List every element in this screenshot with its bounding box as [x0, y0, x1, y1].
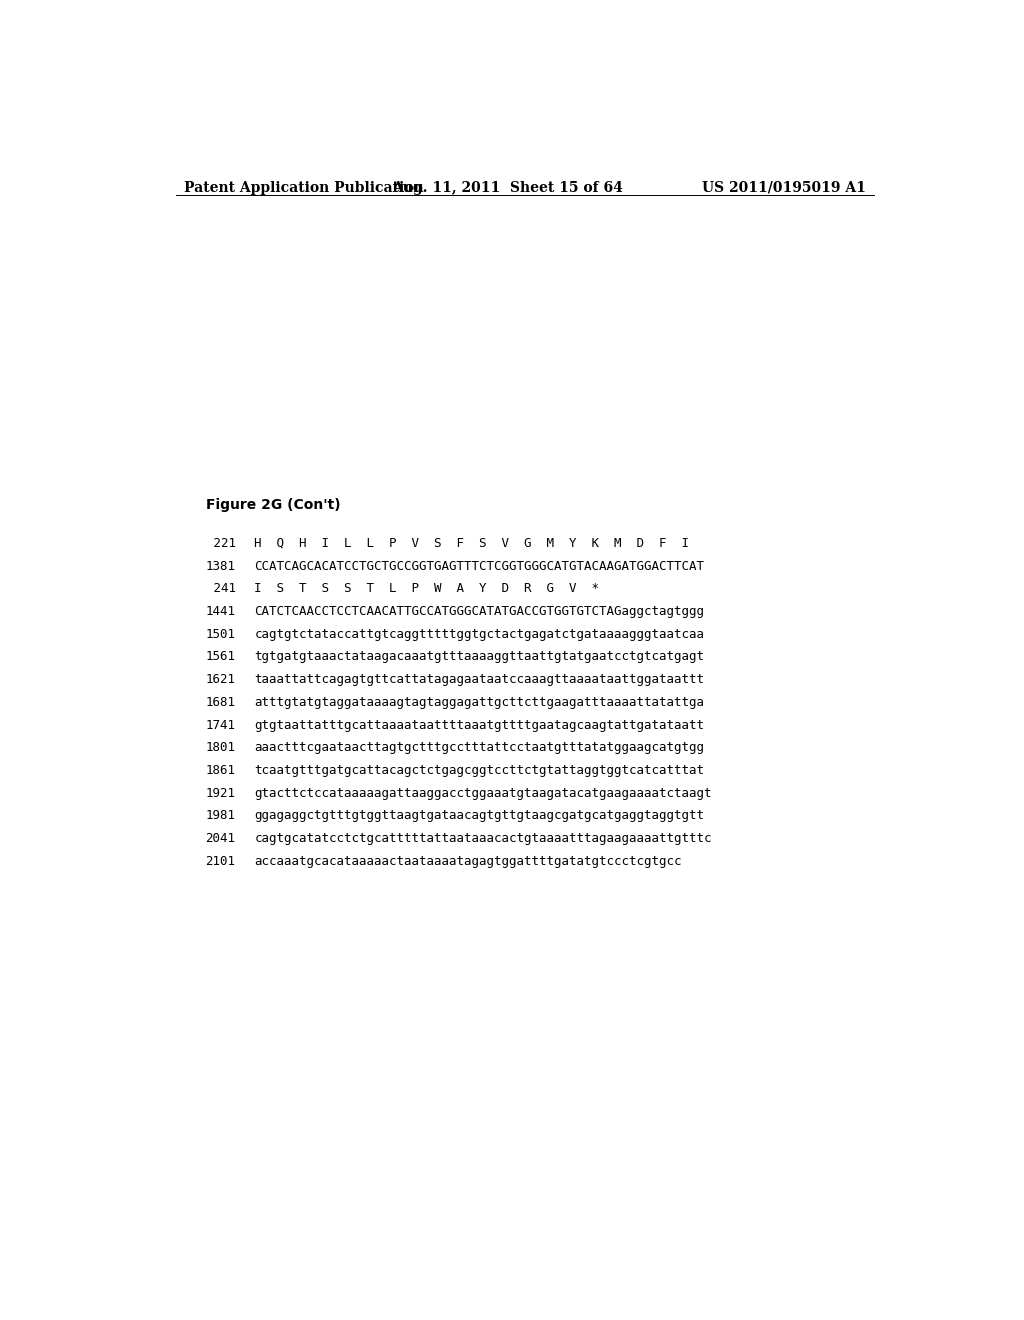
Text: CCATCAGCACATCCTGCTGCCGGTGAGTTTCTCGGTGGGCATGTACAAGATGGACTTCAT: CCATCAGCACATCCTGCTGCCGGTGAGTTTCTCGGTGGGC… [254, 560, 705, 573]
Text: I  S  T  S  S  T  L  P  W  A  Y  D  R  G  V  *: I S T S S T L P W A Y D R G V * [254, 582, 599, 595]
Text: 1741: 1741 [206, 718, 236, 731]
Text: 1381: 1381 [206, 560, 236, 573]
Text: 1981: 1981 [206, 809, 236, 822]
Text: 1561: 1561 [206, 651, 236, 664]
Text: atttgtatgtaggataaaagtagtaggagattgcttcttgaagatttaaaattatattga: atttgtatgtaggataaaagtagtaggagattgcttcttg… [254, 696, 705, 709]
Text: 2101: 2101 [206, 855, 236, 869]
Text: Figure 2G (Con't): Figure 2G (Con't) [206, 498, 340, 512]
Text: cagtgcatatcctctgcatttttattaataaacactgtaaaatttagaagaaaattgtttc: cagtgcatatcctctgcatttttattaataaacactgtaa… [254, 832, 712, 845]
Text: CATCTCAACCTCCTCAACATTGCCATGGGCATATGACCGTGGTGTCTAGaggctagtggg: CATCTCAACCTCCTCAACATTGCCATGGGCATATGACCGT… [254, 605, 705, 618]
Text: gtacttctccataaaaagattaaggacctggaaatgtaagatacatgaagaaaatctaagt: gtacttctccataaaaagattaaggacctggaaatgtaag… [254, 787, 712, 800]
Text: cagtgtctataccattgtcaggtttttggtgctactgagatctgataaaagggtaatcaa: cagtgtctataccattgtcaggtttttggtgctactgaga… [254, 628, 705, 640]
Text: 1861: 1861 [206, 764, 236, 777]
Text: 1921: 1921 [206, 787, 236, 800]
Text: gtgtaattatttgcattaaaataattttaaatgttttgaatagcaagtattgatataatt: gtgtaattatttgcattaaaataattttaaatgttttgaa… [254, 718, 705, 731]
Text: 1681: 1681 [206, 696, 236, 709]
Text: H  Q  H  I  L  L  P  V  S  F  S  V  G  M  Y  K  M  D  F  I: H Q H I L L P V S F S V G M Y K M D F I [254, 537, 689, 550]
Text: Aug. 11, 2011  Sheet 15 of 64: Aug. 11, 2011 Sheet 15 of 64 [392, 181, 624, 194]
Text: 1621: 1621 [206, 673, 236, 686]
Text: tgtgatgtaaactataagacaaatgtttaaaaggttaattgtatgaatcctgtcatgagt: tgtgatgtaaactataagacaaatgtttaaaaggttaatt… [254, 651, 705, 664]
Text: 1441: 1441 [206, 605, 236, 618]
Text: 1501: 1501 [206, 628, 236, 640]
Text: 1801: 1801 [206, 742, 236, 754]
Text: tcaatgtttgatgcattacagctctgagcggtccttctgtattaggtggtcatcatttat: tcaatgtttgatgcattacagctctgagcggtccttctgt… [254, 764, 705, 777]
Text: 241: 241 [206, 582, 236, 595]
Text: ggagaggctgtttgtggttaagtgataacagtgttgtaagcgatgcatgaggtaggtgtt: ggagaggctgtttgtggttaagtgataacagtgttgtaag… [254, 809, 705, 822]
Text: aaactttcgaataacttagtgctttgcctttattcctaatgtttatatggaagcatgtgg: aaactttcgaataacttagtgctttgcctttattcctaat… [254, 742, 705, 754]
Text: 221: 221 [206, 537, 236, 550]
Text: Patent Application Publication: Patent Application Publication [183, 181, 424, 194]
Text: accaaatgcacataaaaactaataaaatagagtggattttgatatgtccctcgtgcc: accaaatgcacataaaaactaataaaatagagtggatttt… [254, 855, 682, 869]
Text: 2041: 2041 [206, 832, 236, 845]
Text: taaattattcagagtgttcattatagagaataatccaaagttaaaataattggataattt: taaattattcagagtgttcattatagagaataatccaaag… [254, 673, 705, 686]
Text: US 2011/0195019 A1: US 2011/0195019 A1 [701, 181, 866, 194]
